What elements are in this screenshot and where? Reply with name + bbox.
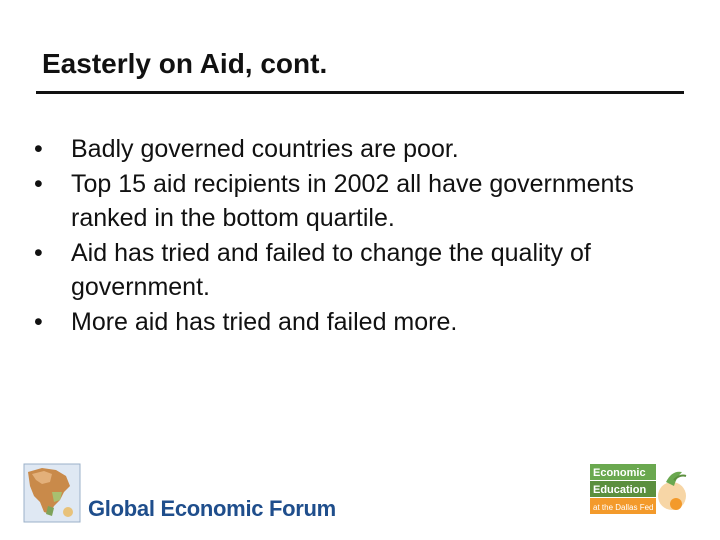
- bullet-dot: •: [34, 307, 43, 336]
- bullet-list: • Badly governed countries are poor. • T…: [34, 132, 684, 339]
- economic-education-logo: Economic Education at the Dallas Fed: [590, 464, 687, 514]
- title-underline: [36, 91, 684, 94]
- logo-line-economic: Economic: [593, 467, 646, 479]
- bullet-dot: •: [34, 135, 43, 163]
- forum-wordmark: Global Economic Forum: [88, 496, 336, 521]
- bullet-text: Top 15 aid recipients in 2002 all have g…: [71, 169, 634, 233]
- bullet-item: • More aid has tried and failed more.: [34, 305, 684, 340]
- bullet-dot: •: [34, 169, 43, 198]
- logo-line-education: Education: [593, 484, 646, 496]
- global-economic-forum-logo: Global Economic Forum: [22, 462, 336, 524]
- globe-map-icon: [23, 463, 81, 523]
- bullet-item: • Top 15 aid recipients in 2002 all have…: [34, 167, 684, 236]
- bullet-text: Aid has tried and failed to change the q…: [71, 238, 591, 302]
- slide-title: Easterly on Aid, cont.: [42, 48, 328, 79]
- logo-line-dallas-fed: at the Dallas Fed: [593, 503, 653, 512]
- bullet-text: Badly governed countries are poor.: [71, 135, 459, 163]
- bullet-item: • Badly governed countries are poor.: [34, 132, 684, 167]
- bullet-text: More aid has tried and failed more.: [71, 307, 458, 336]
- bullet-dot: •: [34, 238, 43, 267]
- bullet-item: • Aid has tried and failed to change the…: [34, 236, 684, 305]
